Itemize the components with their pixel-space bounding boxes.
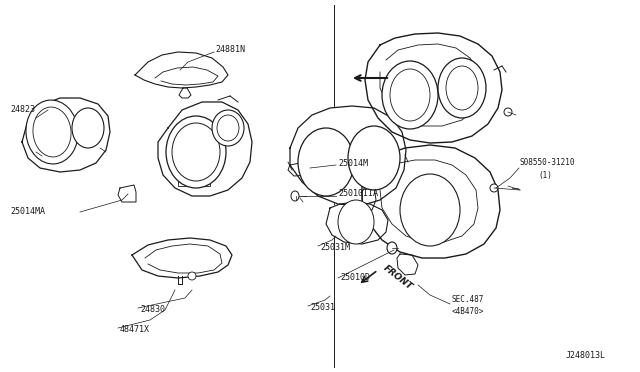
Text: SEC.487: SEC.487 [452,295,484,304]
Ellipse shape [338,200,374,244]
Text: 24881N: 24881N [215,45,245,55]
Text: 25014M: 25014M [338,160,368,169]
Ellipse shape [166,116,226,188]
Ellipse shape [172,123,220,181]
Text: 24830: 24830 [140,305,165,314]
Ellipse shape [504,108,512,116]
Ellipse shape [382,61,438,129]
Polygon shape [362,145,500,258]
Ellipse shape [390,69,430,121]
Ellipse shape [348,126,400,190]
Text: J248013L: J248013L [566,351,606,360]
Ellipse shape [188,272,196,280]
Text: S08550-31210: S08550-31210 [520,158,575,167]
Text: 25031M: 25031M [320,244,350,253]
Ellipse shape [212,110,244,146]
Polygon shape [178,175,210,186]
Text: 25031: 25031 [310,304,335,312]
Ellipse shape [490,184,498,192]
Polygon shape [135,52,228,88]
Ellipse shape [298,128,354,196]
Ellipse shape [446,66,478,110]
Polygon shape [288,162,312,176]
Ellipse shape [33,107,71,157]
Polygon shape [326,202,388,244]
Ellipse shape [438,58,486,118]
Polygon shape [362,182,376,210]
Text: 25010D: 25010D [340,273,370,282]
Ellipse shape [400,174,460,246]
Text: 24823: 24823 [10,106,35,115]
Ellipse shape [387,242,397,254]
Ellipse shape [26,100,78,164]
Polygon shape [158,102,252,196]
Ellipse shape [217,115,239,141]
Polygon shape [365,33,502,143]
Polygon shape [397,254,418,275]
Text: <4B470>: <4B470> [452,307,484,316]
Polygon shape [290,106,406,206]
Text: (1): (1) [538,171,552,180]
Text: 25010IIA: 25010IIA [338,189,378,199]
Ellipse shape [72,108,104,148]
Polygon shape [118,185,136,202]
Ellipse shape [291,191,299,201]
Polygon shape [179,88,191,98]
Text: 48471X: 48471X [120,326,150,334]
Text: FRONT: FRONT [382,264,415,292]
Polygon shape [132,238,232,278]
Text: 25014MA: 25014MA [10,208,45,217]
Polygon shape [22,98,110,172]
